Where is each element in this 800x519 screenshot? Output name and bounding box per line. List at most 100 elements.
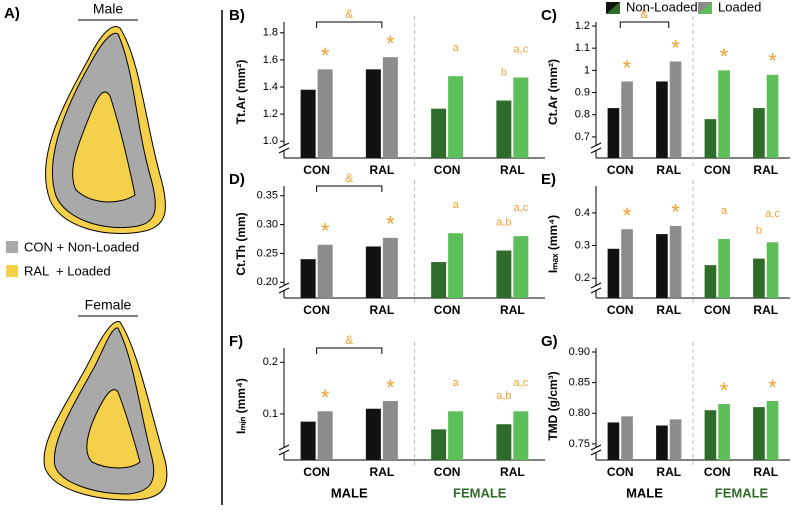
y-axis-label: TMD (g/cm³) [546,371,560,440]
bar [753,258,765,298]
x-tick-label: CON [704,465,731,479]
y-tick-label: 0.85 [569,377,590,389]
legend-text: RAL + Loaded [24,263,111,278]
male-section [45,26,166,234]
bar [766,242,779,298]
y-tick-label: 0.20 [257,276,278,288]
significance-star: * [321,219,330,244]
y-tick-label: 0.3 [575,239,590,251]
bar [718,404,730,460]
legend-text: CON + Non-Loaded [24,239,139,254]
bar [621,81,633,158]
bar [704,265,717,298]
bar [621,229,633,298]
y-axis-label: Ct.Ar (mm²) [546,59,560,125]
x-tick-label: RAL [656,303,681,317]
x-tick-label: RAL [370,465,395,479]
significance-letter: a,c [514,377,529,389]
significance-letter: b [756,225,762,237]
bar [365,69,381,158]
bracket-label: & [640,7,648,21]
y-tick-label: 0.35 [257,190,278,202]
legend-swatch [6,265,18,277]
significance-star: * [386,31,395,56]
bar [448,76,464,158]
bar [513,77,529,158]
y-tick-label: 0.4 [575,207,590,219]
bar [513,236,529,298]
bracket [316,21,383,28]
y-tick-label: 0.7 [575,131,590,143]
x-tick-label: RAL [500,465,525,479]
x-tick-label: RAL [500,303,525,317]
significance-letter: a,c [514,43,529,55]
legend-swatch [606,2,620,14]
bar [448,233,464,298]
bar [656,81,668,158]
bracket [316,185,383,192]
y-axis-label: Ct.Th (mm) [234,212,248,275]
x-tick-label: CON [704,303,731,317]
bar [317,244,333,298]
bar [448,411,464,460]
x-tick-label: CON [434,465,461,479]
y-tick-label: 1.8 [263,27,278,39]
bracket-label: & [345,333,353,347]
panel-label: D) [229,171,245,188]
bar [704,410,717,460]
y-axis-label: Iₘᵢₙ (mm⁴) [234,378,248,434]
x-tick-label: RAL [656,163,681,177]
bar [656,234,668,298]
legend-text: Non-Loaded [626,0,698,14]
bar [365,246,381,298]
y-axis-label: Tt.Ar (mm²) [234,60,248,125]
panel-label: G) [541,333,558,350]
significance-letter: a [453,42,460,54]
significance-star: * [720,378,729,403]
bar [607,422,620,460]
x-tick-label: CON [303,163,330,177]
bracket-label: & [345,7,353,21]
y-tick-label: 1.6 [263,54,278,66]
x-tick-label: RAL [753,303,778,317]
bar [431,429,447,460]
bar [669,225,682,298]
y-tick-label: 1.2 [263,108,278,120]
panel-label: C) [541,7,557,24]
y-tick-label: 0.80 [569,407,590,419]
panel-label: B) [229,7,245,24]
bar [718,70,730,158]
legend-swatch [6,241,18,253]
bar [753,407,765,460]
x-tick-label: RAL [753,465,778,479]
bar [718,239,730,298]
panel-label: F) [229,333,243,350]
group-label: MALE [331,485,368,500]
bar [382,57,398,158]
significance-star: * [386,212,395,237]
bar [496,100,512,158]
significance-letter: b [501,66,507,78]
bar [496,250,512,298]
group-label: FEMALE [453,485,507,500]
axis-break [590,282,602,294]
x-tick-label: CON [607,465,634,479]
panel-label: A) [4,5,20,22]
significance-letter: a [721,205,728,217]
x-tick-label: CON [704,163,731,177]
bar [621,416,633,460]
significance-star: * [671,35,680,60]
bar [753,108,765,158]
significance-letter: a,c [514,202,529,214]
y-tick-label: 0.90 [569,346,590,358]
female-section [43,321,168,501]
y-tick-label: 0.30 [257,218,278,230]
bar [496,424,512,460]
legend-text: Loaded [718,0,761,14]
axis-break [278,142,290,154]
axis-break [590,142,602,154]
y-axis-label: Iₘₐₓ (mm⁴) [546,215,560,273]
male-title: Male [93,1,124,17]
x-tick-label: RAL [370,303,395,317]
